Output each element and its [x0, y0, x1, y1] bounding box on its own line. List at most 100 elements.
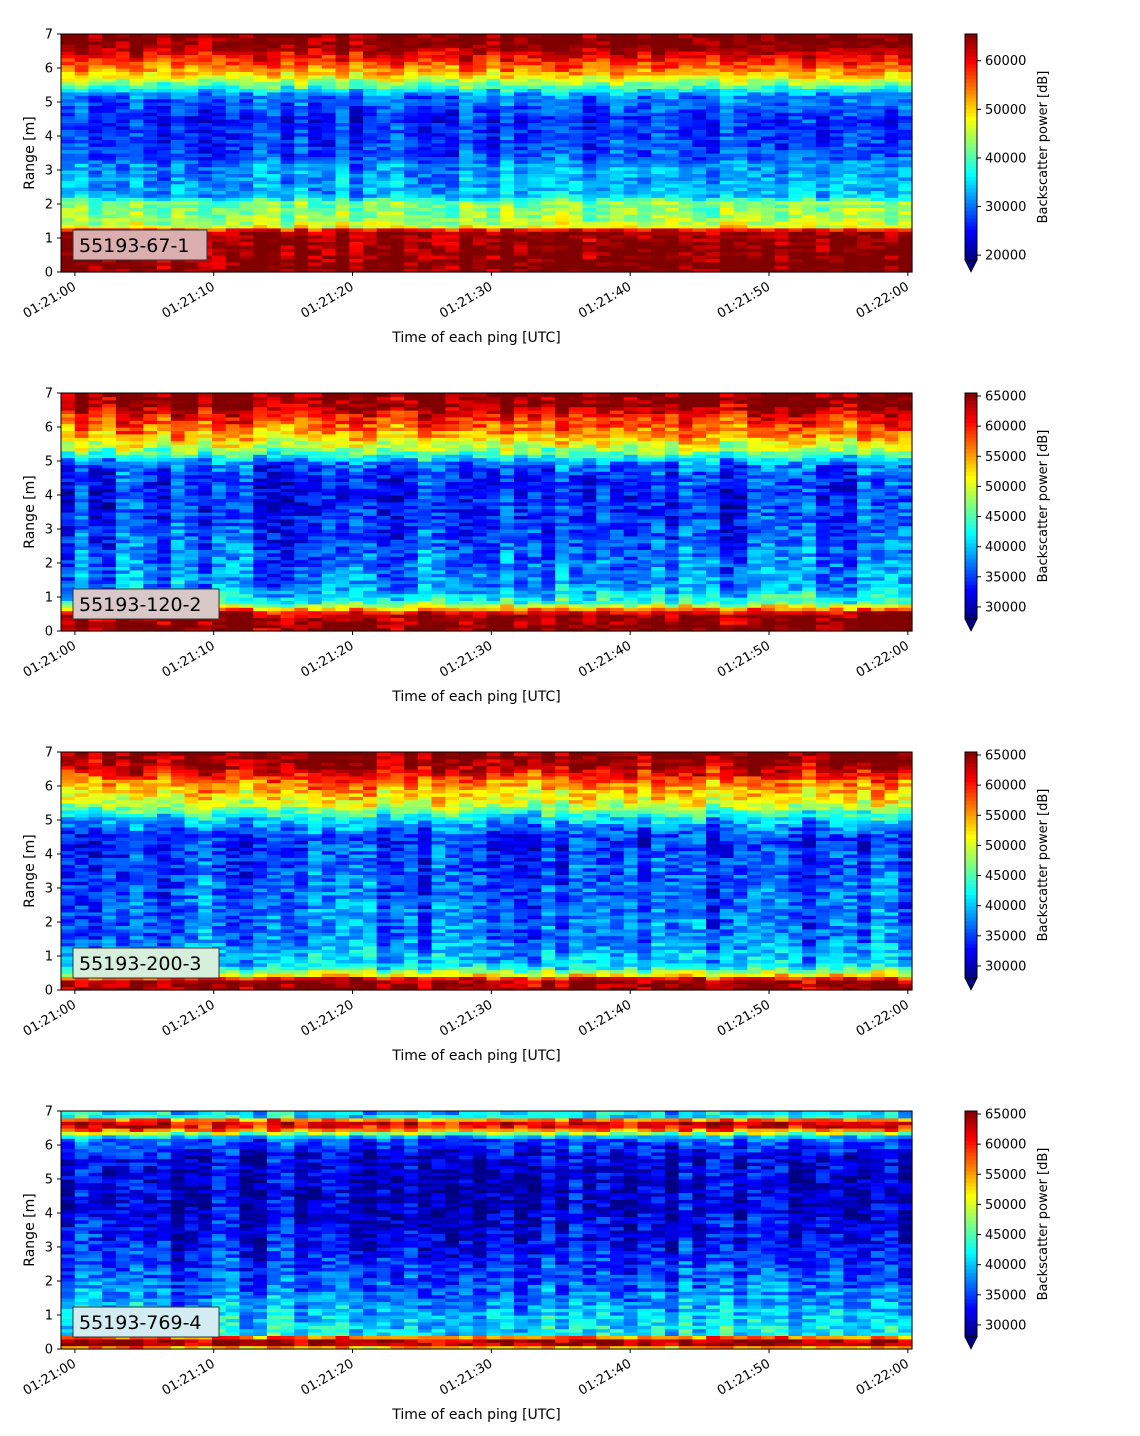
- heatmap-cell: [266, 91, 282, 96]
- heatmap-cell: [143, 214, 158, 219]
- heatmap-cell: [321, 146, 337, 151]
- heatmap-cell: [335, 200, 350, 205]
- heatmap-cell: [143, 98, 158, 103]
- heatmap-cell: [211, 136, 227, 140]
- heatmap-cell: [129, 51, 144, 55]
- heatmap-cell: [815, 248, 831, 253]
- heatmap-cell: [129, 125, 144, 130]
- heatmap-cell: [362, 159, 378, 164]
- heatmap-cell: [143, 265, 158, 270]
- heatmap-cell: [376, 34, 392, 38]
- heatmap-cell: [294, 40, 309, 45]
- heatmap-cell: [719, 132, 735, 137]
- heatmap-cell: [143, 410, 158, 414]
- heatmap-cell: [74, 563, 90, 567]
- heatmap-cell: [651, 261, 666, 266]
- heatmap-cell: [637, 190, 652, 195]
- heatmap-cell: [692, 217, 707, 222]
- heatmap-cell: [486, 173, 501, 178]
- heatmap-cell: [280, 255, 295, 259]
- heatmap-cell: [362, 146, 378, 151]
- heatmap-cell: [637, 146, 652, 151]
- heatmap-cell: [719, 88, 735, 93]
- heatmap-cell: [88, 47, 103, 52]
- heatmap-cell: [266, 173, 282, 178]
- heatmap-cell: [486, 71, 501, 76]
- heatmap-cell: [266, 132, 282, 137]
- heatmap-cell: [253, 234, 268, 239]
- heatmap-cell: [610, 85, 625, 89]
- heatmap-cell: [459, 139, 474, 144]
- heatmap-cell: [280, 115, 295, 120]
- heatmap-cell: [157, 187, 172, 191]
- heatmap-cell: [211, 149, 227, 154]
- heatmap-cell: [829, 244, 844, 249]
- heatmap-cell: [417, 102, 433, 106]
- heatmap-cell: [815, 74, 831, 79]
- heatmap-cell: [61, 258, 76, 263]
- heatmap-cell: [115, 515, 131, 520]
- heatmap-cell: [239, 248, 254, 253]
- heatmap-cell: [308, 197, 323, 202]
- heatmap-cell: [555, 156, 570, 161]
- heatmap-cell: [664, 261, 680, 266]
- heatmap-cell: [459, 170, 474, 174]
- heatmap-cell: [390, 81, 405, 86]
- heatmap-cell: [74, 217, 90, 222]
- heatmap-cell: [843, 258, 858, 263]
- heatmap-cell: [747, 153, 762, 157]
- heatmap-cell: [857, 122, 872, 127]
- heatmap-cell: [541, 244, 556, 249]
- heatmap-cell: [157, 484, 172, 489]
- heatmap-cell: [596, 255, 611, 259]
- heatmap-cell: [637, 95, 652, 100]
- heatmap-cell: [815, 200, 831, 205]
- heatmap-cell: [472, 57, 488, 62]
- heatmap-cell: [884, 217, 899, 222]
- heatmap-cell: [225, 153, 241, 157]
- heatmap-cell: [431, 61, 446, 66]
- heatmap-cell: [61, 396, 76, 401]
- heatmap-cell: [761, 268, 776, 273]
- heatmap-cell: [651, 268, 666, 273]
- heatmap-cell: [568, 163, 584, 168]
- colorbar-segment: [965, 237, 977, 242]
- heatmap-cell: [664, 214, 680, 219]
- heatmap-cell: [706, 234, 721, 239]
- heatmap-cell: [555, 142, 570, 147]
- heatmap-cell: [802, 95, 817, 100]
- heatmap-cell: [170, 61, 186, 66]
- heatmap-cell: [664, 64, 680, 69]
- heatmap-cell: [555, 170, 570, 174]
- heatmap-cell: [404, 68, 419, 72]
- heatmap-cell: [61, 248, 76, 253]
- heatmap-cell: [129, 170, 144, 174]
- heatmap-cell: [170, 132, 186, 137]
- heatmap-cell: [266, 95, 282, 100]
- heatmap-cell: [129, 54, 144, 59]
- heatmap-cell: [143, 539, 158, 544]
- heatmap-cell: [239, 166, 254, 171]
- heatmap-cell: [143, 518, 158, 523]
- heatmap-cell: [459, 156, 474, 161]
- heatmap-cell: [143, 576, 158, 581]
- heatmap-cell: [788, 125, 803, 130]
- heatmap-cell: [431, 125, 446, 130]
- heatmap-cell: [623, 112, 639, 117]
- heatmap-cell: [815, 159, 831, 164]
- heatmap-cell: [815, 112, 831, 117]
- heatmap-cell: [431, 217, 446, 222]
- heatmap-cell: [143, 620, 158, 625]
- heatmap-cell: [610, 57, 625, 62]
- heatmap-cell: [857, 214, 872, 219]
- heatmap-cell: [513, 132, 529, 137]
- heatmap-cell: [884, 210, 899, 215]
- heatmap-cell: [184, 268, 199, 273]
- heatmap-cell: [211, 47, 227, 52]
- heatmap-cell: [610, 193, 625, 198]
- heatmap-cell: [596, 234, 611, 239]
- heatmap-cell: [129, 450, 144, 455]
- heatmap-cell: [308, 74, 323, 79]
- heatmap-cell: [706, 119, 721, 123]
- heatmap-cell: [266, 255, 282, 259]
